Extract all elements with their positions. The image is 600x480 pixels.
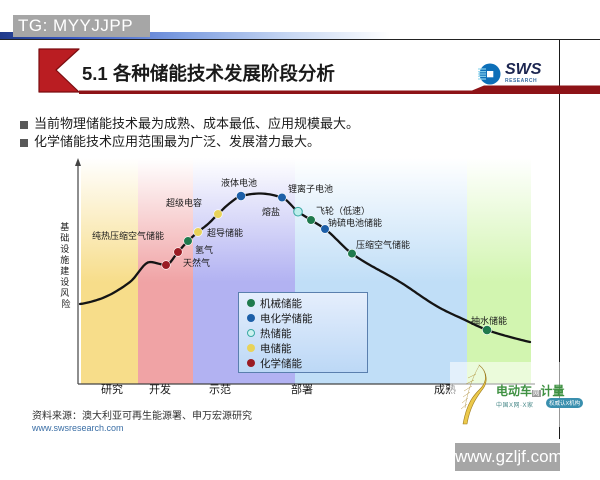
svg-text:示范: 示范 (209, 382, 231, 396)
svg-text:钠硫电池储能: 钠硫电池储能 (328, 217, 382, 228)
svg-text:部署: 部署 (291, 382, 313, 396)
svg-text:锂离子电池: 锂离子电池 (288, 183, 333, 194)
svg-text:基 础 设: 基 础 设 施 建 设 风 险 (60, 221, 72, 309)
svg-text:氢气: 氢气 (195, 244, 213, 255)
svg-text:超级电容: 超级电容 (166, 197, 202, 208)
svg-text:飞轮（低速）: 飞轮（低速） (316, 205, 370, 216)
svg-text:纯热压缩空气储能: 纯热压缩空气储能 (92, 230, 164, 241)
svg-text:天然气: 天然气 (183, 257, 210, 268)
svg-text:液体电池: 液体电池 (221, 177, 257, 188)
svg-text:熔盐: 熔盐 (262, 206, 280, 217)
svg-text:超导储能: 超导储能 (207, 227, 243, 238)
svg-text:开发: 开发 (149, 382, 171, 396)
svg-text:研究: 研究 (101, 382, 123, 396)
svg-text:抽水储能: 抽水储能 (471, 315, 507, 326)
svg-text:压缩空气储能: 压缩空气储能 (356, 239, 410, 250)
